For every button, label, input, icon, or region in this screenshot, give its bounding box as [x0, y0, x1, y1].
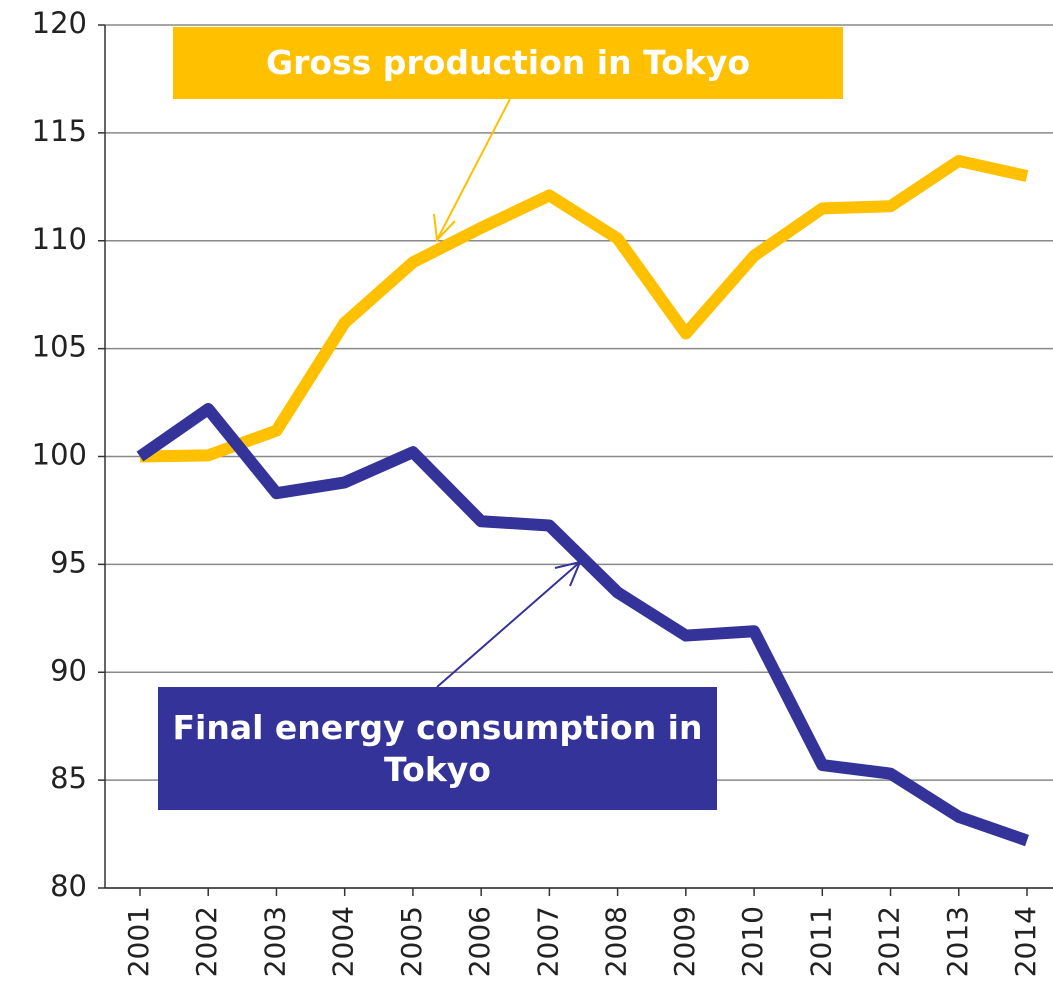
y-tick-label: 95	[50, 545, 87, 579]
y-tick-label: 110	[32, 222, 87, 256]
line-series	[136, 403, 1029, 847]
x-tick-label: 2002	[190, 906, 223, 977]
x-tick-label: 2005	[395, 906, 428, 977]
x-tick-label: 2012	[873, 906, 906, 977]
y-tick-label: 120	[32, 6, 87, 40]
x-tick-label: 2013	[941, 906, 974, 977]
y-tick-label: 80	[50, 869, 87, 903]
arrow-head	[554, 560, 582, 587]
x-tick-label: 2006	[463, 906, 496, 977]
arrow-head	[433, 213, 456, 243]
x-tick-label: 2007	[531, 906, 564, 977]
series-label: Final energy consumption in Tokyo	[158, 687, 717, 810]
x-tick-label: 2009	[668, 906, 701, 977]
y-tick-label: 105	[32, 330, 87, 364]
arrow	[436, 98, 511, 241]
y-tick-label: 90	[50, 653, 87, 687]
x-tick-label: 2008	[600, 906, 633, 977]
x-tick-label: 2014	[1009, 906, 1042, 977]
x-tick-label: 2001	[122, 906, 155, 977]
series-label: Gross production in Tokyo	[173, 27, 843, 99]
x-tick-label: 2004	[327, 906, 360, 977]
y-tick-label: 100	[32, 438, 87, 472]
x-tick-label: 2011	[804, 906, 837, 977]
y-tick-label: 85	[50, 761, 87, 795]
arrow	[436, 561, 581, 688]
x-tick-label: 2010	[736, 906, 769, 977]
line-series	[139, 154, 1029, 463]
y-tick-label: 115	[32, 114, 87, 148]
x-tick-label: 2003	[258, 906, 291, 977]
